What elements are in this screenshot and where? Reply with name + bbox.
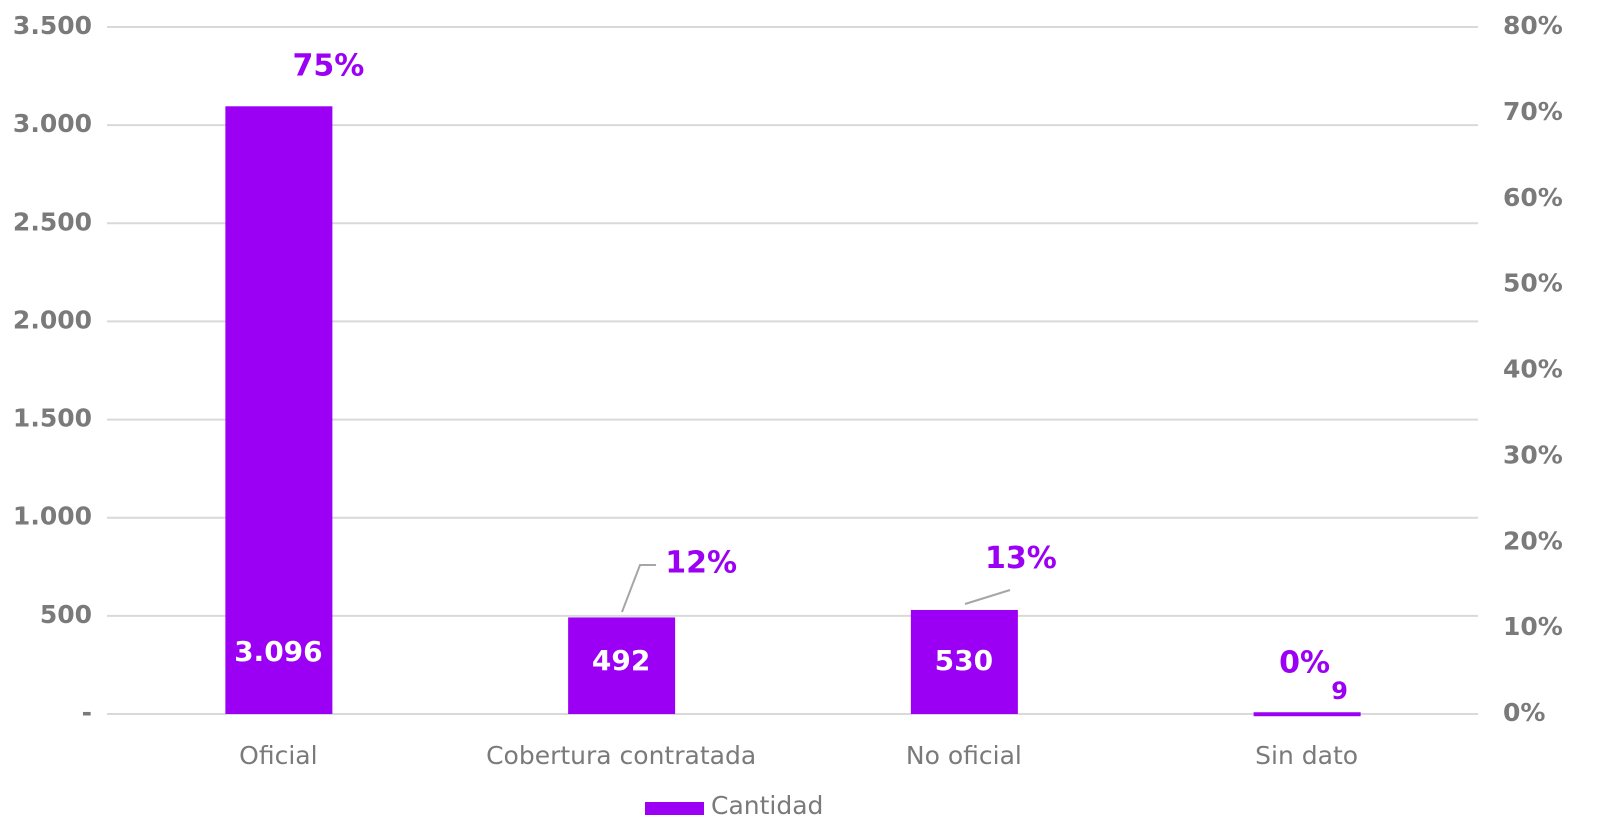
y-tick-label: 2.500 — [13, 207, 92, 236]
percent-label: 12% — [665, 545, 737, 580]
y2-tick-label: 30% — [1503, 440, 1563, 469]
leader-line — [621, 564, 656, 613]
y-tick-label: 500 — [40, 600, 92, 629]
x-tick-label: Sin dato — [1255, 741, 1358, 770]
y2-tick-label: 60% — [1503, 183, 1563, 212]
bar — [568, 617, 676, 714]
y-tick-label: 1.000 — [13, 502, 92, 531]
y2-tick-label: 80% — [1503, 11, 1563, 40]
x-tick-label: Oficial — [239, 741, 317, 770]
percent-label: 13% — [985, 541, 1057, 576]
bar — [910, 609, 1018, 714]
percent-label: 0% — [1279, 646, 1330, 681]
x-tick-label: Cobertura contratada — [486, 741, 756, 770]
y2-tick-label: 70% — [1503, 97, 1563, 126]
y-tick-label: 3.000 — [13, 109, 92, 138]
y2-tick-label: 50% — [1503, 269, 1563, 298]
y2-tick-label: 0% — [1503, 698, 1545, 727]
x-tick-label: No oficial — [906, 741, 1022, 770]
leader-line — [964, 589, 1011, 605]
bar-value-label: 492 — [592, 644, 650, 677]
y-tick-label: 2.000 — [13, 305, 92, 334]
bar-value-label: 9 — [1331, 677, 1348, 705]
y2-tick-label: 20% — [1503, 526, 1563, 555]
y-tick-label: - — [82, 698, 92, 727]
bar — [225, 106, 333, 714]
y-tick-label: 1.500 — [13, 404, 92, 433]
legend-swatch — [645, 802, 704, 815]
y2-tick-label: 40% — [1503, 355, 1563, 384]
legend-label: Cantidad — [711, 791, 823, 820]
percent-label: 75% — [292, 48, 364, 83]
y2-tick-label: 10% — [1503, 612, 1563, 641]
bar-value-label: 530 — [935, 644, 993, 677]
y-tick-label: 3.500 — [13, 11, 92, 40]
bar-value-label: 3.096 — [234, 635, 323, 668]
bar — [1253, 712, 1361, 717]
